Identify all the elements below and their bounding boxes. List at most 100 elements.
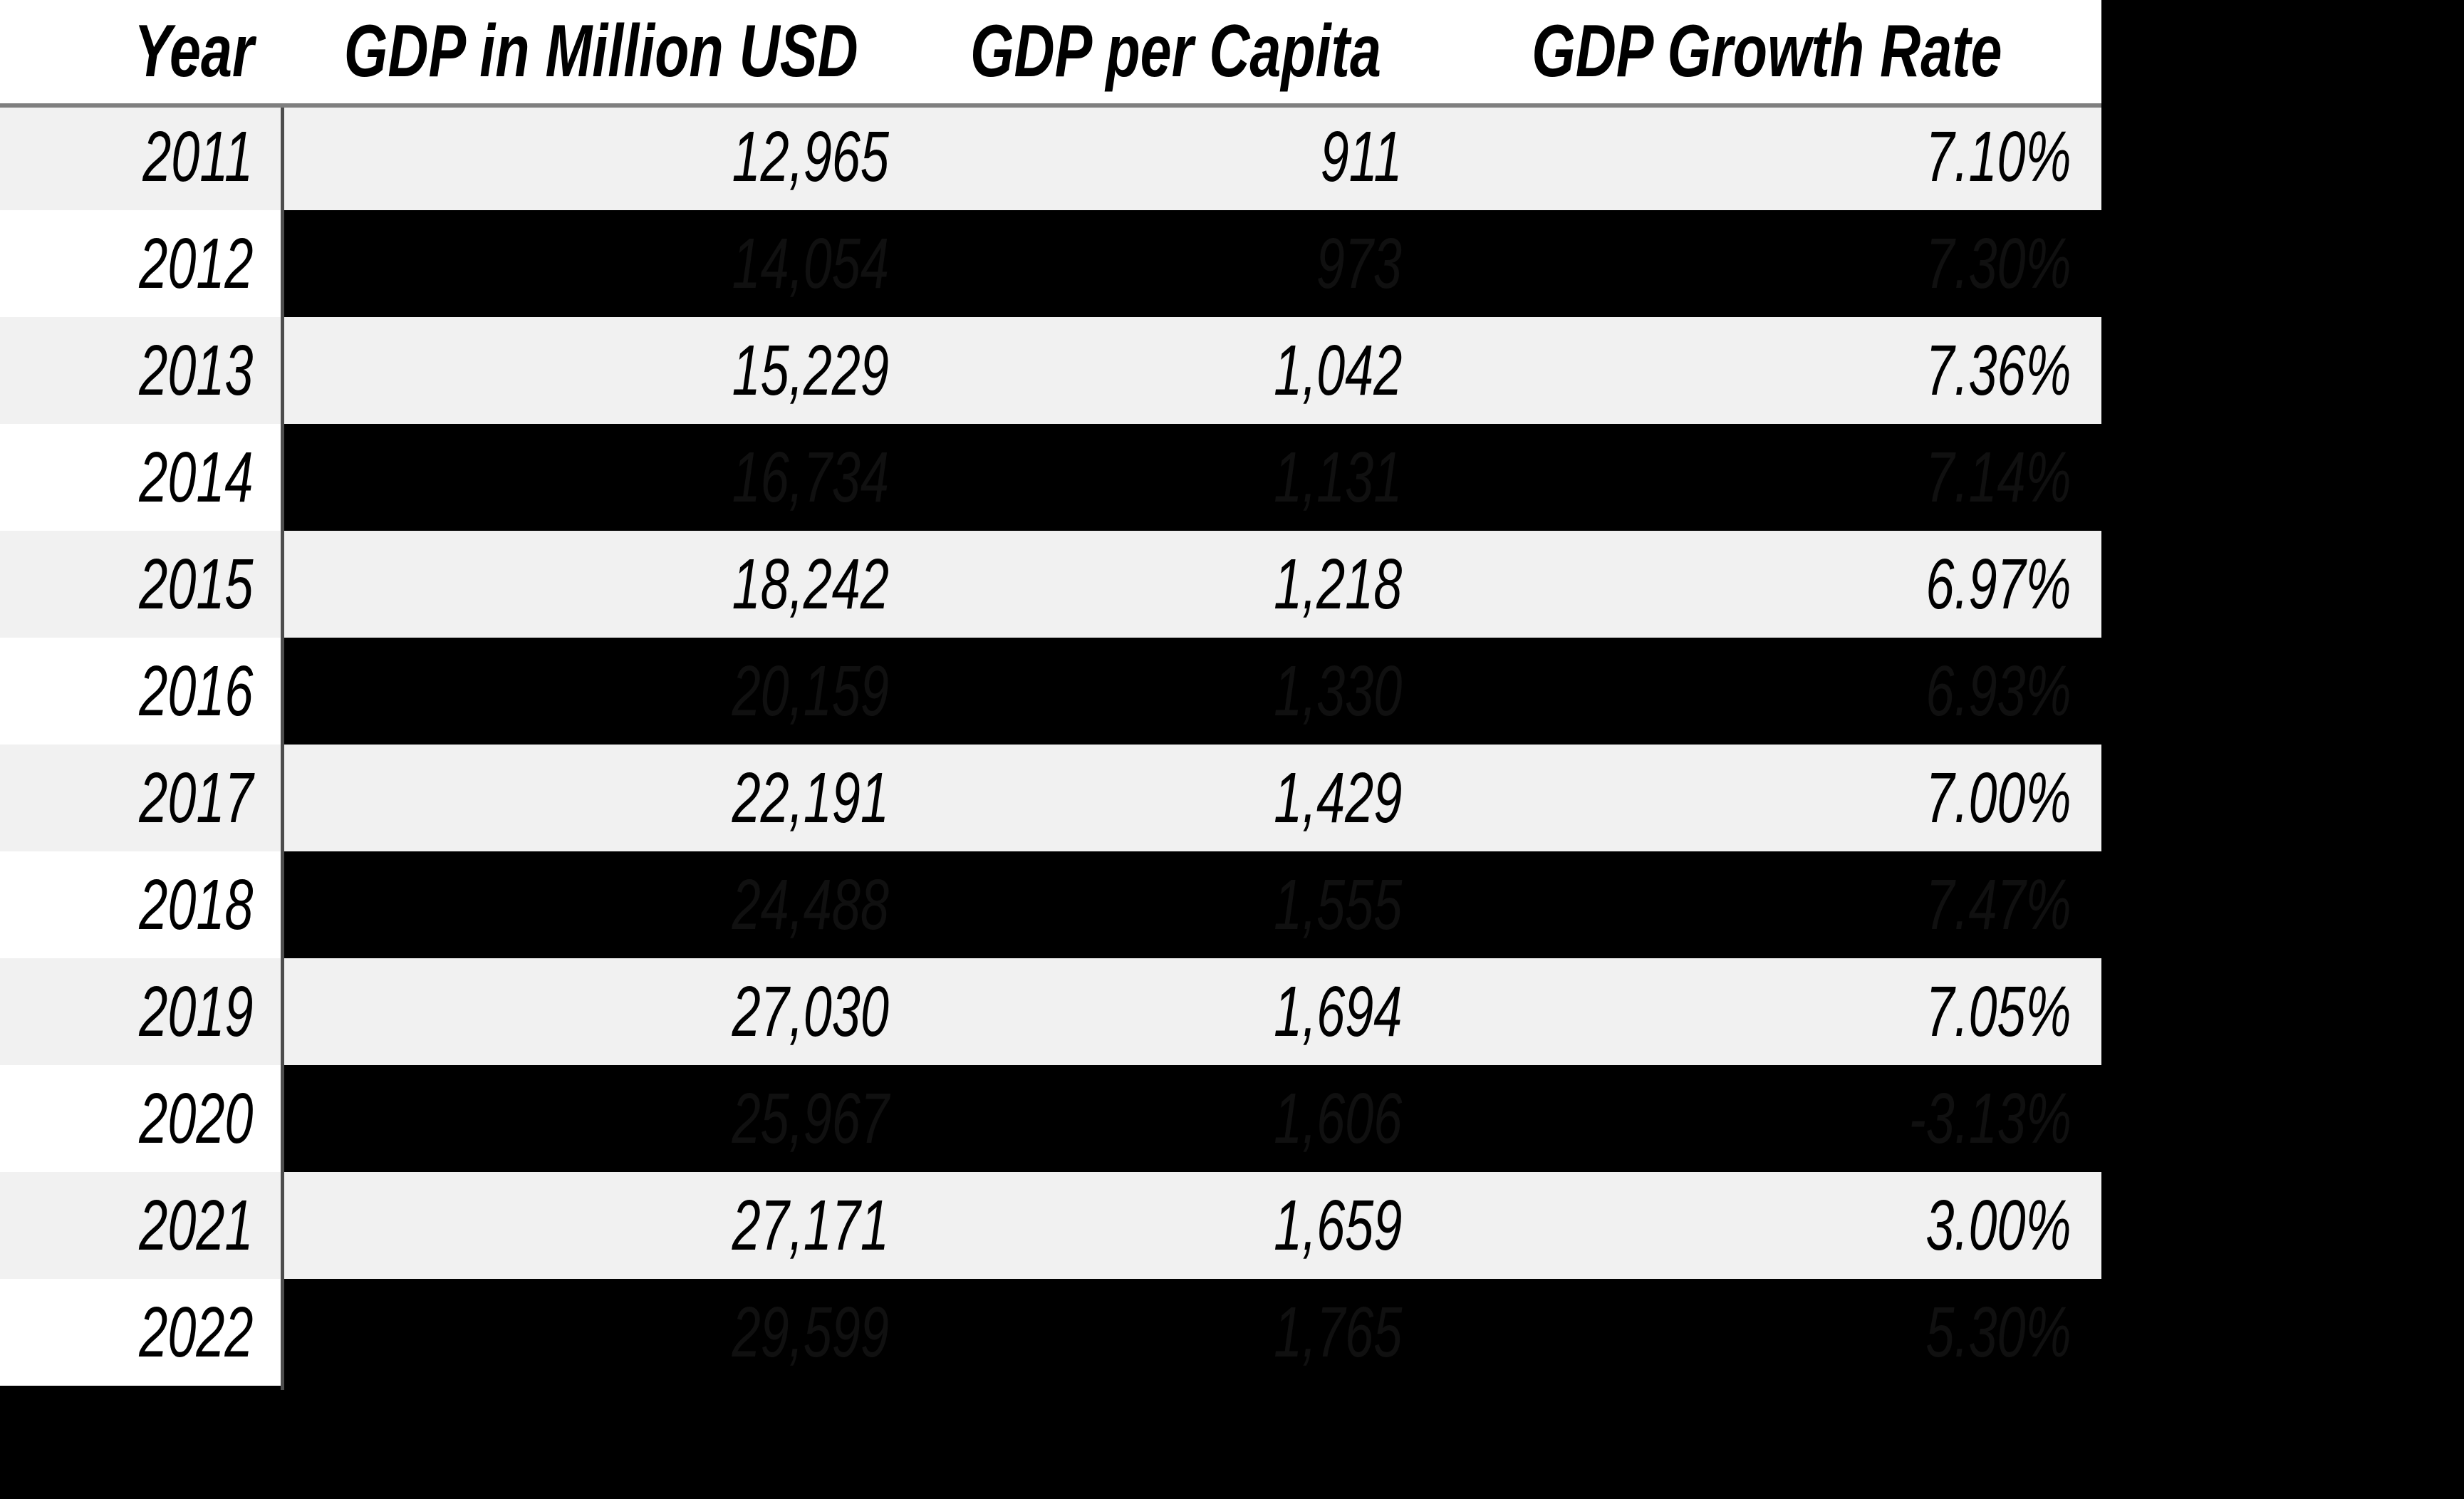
growth-cell: 7.36%	[1432, 317, 2101, 424]
gdp-cell-value: 18,242	[732, 544, 889, 624]
gdp-cell: 12,965	[283, 103, 919, 210]
gdp-cell-value: 29,599	[732, 1292, 889, 1372]
year-cell-value: 2017	[138, 757, 253, 838]
growth-cell-value: 7.05%	[1925, 971, 2071, 1052]
gdp-cell-value: 12,965	[732, 116, 889, 197]
growth-cell: 7.47%	[1432, 851, 2101, 958]
growth-cell-value: 7.10%	[1925, 116, 2071, 197]
growth-cell-value: 6.93%	[1925, 650, 2071, 731]
per-capita-cell: 973	[919, 210, 1432, 317]
growth-cell-value: 7.14%	[1925, 437, 2071, 517]
column-header-gdp-per-capita-label: GDP per Capita	[970, 10, 1381, 93]
per-capita-cell-value: 1,606	[1273, 1078, 1402, 1158]
year-column-divider-line	[281, 108, 284, 1390]
gdp-cell-value: 27,030	[732, 971, 889, 1052]
gdp-cell-value: 27,171	[732, 1185, 889, 1265]
year-cell: 2021	[0, 1172, 283, 1279]
gdp-cell-value: 14,054	[732, 223, 889, 304]
growth-cell-value: 7.30%	[1925, 223, 2071, 304]
year-cell: 2018	[0, 851, 283, 958]
year-cell-value: 2021	[138, 1185, 253, 1265]
gdp-table: Year GDP in Million USD GDP per Capita G…	[0, 0, 2101, 1386]
growth-cell: 7.30%	[1432, 210, 2101, 317]
growth-cell-value: -3.13%	[1908, 1078, 2071, 1158]
gdp-cell-value: 20,159	[732, 650, 889, 731]
per-capita-cell-value: 911	[1320, 116, 1402, 197]
growth-cell: 6.93%	[1432, 638, 2101, 745]
growth-cell-value: 7.36%	[1925, 330, 2071, 410]
growth-cell-value: 6.97%	[1925, 544, 2071, 624]
gdp-cell: 18,242	[283, 531, 919, 638]
year-cell-value: 2015	[138, 544, 253, 624]
column-header-year-label: Year	[134, 10, 254, 93]
year-cell-value: 2011	[142, 116, 253, 197]
per-capita-cell: 1,429	[919, 745, 1432, 851]
growth-cell: 7.10%	[1432, 103, 2101, 210]
growth-cell: 3.00%	[1432, 1172, 2101, 1279]
year-cell: 2022	[0, 1279, 283, 1386]
per-capita-cell-value: 973	[1316, 223, 1402, 304]
year-cell: 2014	[0, 424, 283, 531]
per-capita-cell-value: 1,131	[1273, 437, 1402, 517]
per-capita-cell-value: 1,042	[1273, 330, 1402, 410]
gdp-cell: 14,054	[283, 210, 919, 317]
year-cell-value: 2018	[138, 864, 253, 945]
column-header-gdp-growth-rate: GDP Growth Rate	[1432, 0, 2101, 103]
per-capita-cell-value: 1,429	[1273, 757, 1402, 838]
gdp-cell-value: 15,229	[732, 330, 889, 410]
year-cell-value: 2019	[138, 971, 253, 1052]
year-cell: 2013	[0, 317, 283, 424]
per-capita-cell: 1,765	[919, 1279, 1432, 1386]
year-cell: 2012	[0, 210, 283, 317]
growth-cell-value: 7.47%	[1925, 864, 2071, 945]
gdp-cell-value: 25,967	[732, 1078, 889, 1158]
gdp-cell: 20,159	[283, 638, 919, 745]
per-capita-cell: 1,131	[919, 424, 1432, 531]
year-cell: 2020	[0, 1065, 283, 1172]
per-capita-cell-value: 1,694	[1273, 971, 1402, 1052]
gdp-cell-value: 22,191	[732, 757, 889, 838]
year-cell: 2017	[0, 745, 283, 851]
year-cell-value: 2014	[138, 437, 253, 517]
column-header-gdp-per-capita: GDP per Capita	[919, 0, 1432, 103]
per-capita-cell: 911	[919, 103, 1432, 210]
column-header-gdp-growth-rate-label: GDP Growth Rate	[1531, 10, 2002, 93]
per-capita-cell: 1,042	[919, 317, 1432, 424]
per-capita-cell: 1,218	[919, 531, 1432, 638]
year-cell-value: 2016	[138, 650, 253, 731]
gdp-cell: 25,967	[283, 1065, 919, 1172]
gdp-cell: 27,171	[283, 1172, 919, 1279]
gdp-cell: 24,488	[283, 851, 919, 958]
column-header-gdp-million-usd-label: GDP in Million USD	[343, 10, 858, 93]
gdp-cell: 27,030	[283, 958, 919, 1065]
year-cell-value: 2020	[138, 1078, 253, 1158]
per-capita-cell: 1,694	[919, 958, 1432, 1065]
growth-cell: 6.97%	[1432, 531, 2101, 638]
per-capita-cell-value: 1,765	[1273, 1292, 1402, 1372]
header-divider-line	[0, 103, 2101, 108]
gdp-cell-value: 16,734	[732, 437, 889, 517]
growth-cell-value: 7.00%	[1925, 757, 2071, 838]
growth-cell: 7.14%	[1432, 424, 2101, 531]
growth-cell: -3.13%	[1432, 1065, 2101, 1172]
per-capita-cell: 1,606	[919, 1065, 1432, 1172]
year-cell-value: 2013	[138, 330, 253, 410]
year-cell-value: 2022	[138, 1292, 253, 1372]
year-cell: 2011	[0, 103, 283, 210]
per-capita-cell: 1,555	[919, 851, 1432, 958]
per-capita-cell-value: 1,218	[1273, 544, 1402, 624]
year-cell: 2019	[0, 958, 283, 1065]
gdp-cell: 16,734	[283, 424, 919, 531]
year-cell: 2015	[0, 531, 283, 638]
per-capita-cell-value: 1,555	[1273, 864, 1402, 945]
gdp-cell: 22,191	[283, 745, 919, 851]
growth-cell-value: 5.30%	[1925, 1292, 2071, 1372]
growth-cell: 5.30%	[1432, 1279, 2101, 1386]
per-capita-cell-value: 1,659	[1273, 1185, 1402, 1265]
growth-cell-value: 3.00%	[1925, 1185, 2071, 1265]
growth-cell: 7.00%	[1432, 745, 2101, 851]
gdp-cell: 15,229	[283, 317, 919, 424]
column-header-year: Year	[0, 0, 283, 103]
gdp-cell-value: 24,488	[732, 864, 889, 945]
